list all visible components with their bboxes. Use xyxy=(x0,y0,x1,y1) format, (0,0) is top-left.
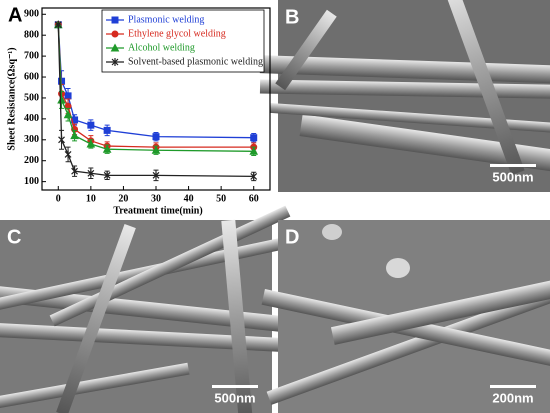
scale-bar-label: 500nm xyxy=(492,169,533,184)
marker xyxy=(103,126,111,134)
x-tick-label: 30 xyxy=(151,193,161,204)
legend-box xyxy=(101,9,265,73)
marker xyxy=(64,150,72,159)
y-tick-label: 200 xyxy=(24,155,39,166)
panel-label: C xyxy=(7,226,21,248)
marker xyxy=(110,43,120,52)
y-tick-label: 100 xyxy=(24,176,39,187)
y-tick-label: 300 xyxy=(24,134,39,145)
marker xyxy=(152,133,160,141)
marker xyxy=(86,139,96,148)
y-tick-label: 900 xyxy=(24,9,39,20)
y-tick-label: 600 xyxy=(24,71,39,82)
x-axis-label: Treatment time(min) xyxy=(113,205,202,216)
scale-bar xyxy=(490,385,536,388)
marker xyxy=(64,92,72,100)
panel-d xyxy=(261,220,550,413)
marker xyxy=(87,121,95,129)
x-tick-label: 20 xyxy=(118,193,128,204)
panel-label: D xyxy=(285,226,299,248)
scale-bar xyxy=(212,385,258,388)
x-tick-label: 0 xyxy=(56,193,61,204)
marker xyxy=(70,131,79,140)
marker xyxy=(87,169,95,178)
panel-label: B xyxy=(285,6,299,28)
marker xyxy=(151,145,161,154)
marker xyxy=(102,144,112,153)
legend-label: Alcohol welding xyxy=(128,42,195,53)
y-tick-label: 500 xyxy=(24,92,39,103)
series xyxy=(54,20,258,182)
marker xyxy=(58,135,65,144)
y-tick-label: 400 xyxy=(24,113,39,124)
marker xyxy=(111,16,119,24)
marker xyxy=(249,146,259,155)
marker xyxy=(71,167,78,176)
marker xyxy=(54,20,62,29)
y-tick-label: 700 xyxy=(24,50,39,61)
marker xyxy=(250,134,258,142)
legend-label: Ethylene glycol welding xyxy=(128,28,226,39)
y-axis-label: Sheet Resistance(Ωsq⁻¹) xyxy=(6,47,17,150)
marker xyxy=(63,110,73,119)
marker xyxy=(103,171,111,180)
x-tick-label: 50 xyxy=(216,193,226,204)
scale-bar xyxy=(490,164,536,167)
legend-label: Plasmonic welding xyxy=(128,14,204,25)
x-tick-label: 40 xyxy=(184,193,194,204)
marker xyxy=(250,172,258,181)
panel-c xyxy=(0,205,301,413)
marker xyxy=(152,171,160,180)
panel-b xyxy=(259,0,550,192)
marker xyxy=(111,58,119,66)
y-tick-label: 800 xyxy=(24,29,39,40)
x-tick-label: 60 xyxy=(249,193,259,204)
scale-bar-label: 500nm xyxy=(214,390,255,405)
series-line xyxy=(57,24,254,178)
marker xyxy=(111,30,119,38)
panel-label: A xyxy=(8,4,22,26)
scale-bar-label: 200nm xyxy=(492,390,533,405)
x-tick-label: 10 xyxy=(86,193,96,204)
legend-label: Solvent-based plasmonic welding xyxy=(128,56,263,67)
